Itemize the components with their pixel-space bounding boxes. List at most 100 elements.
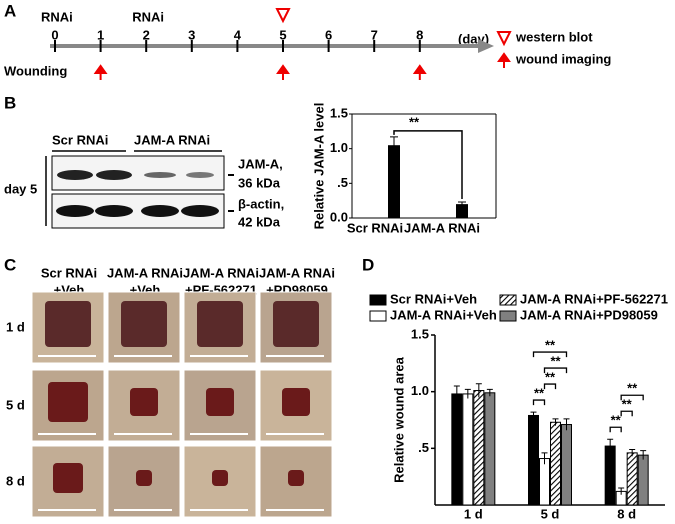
y-axis-label: Relative wound area bbox=[391, 356, 406, 482]
y-tick-label: .5 bbox=[418, 440, 429, 455]
error-bar bbox=[530, 411, 537, 419]
legend-triangle bbox=[496, 31, 512, 47]
significance-bracket bbox=[609, 426, 622, 433]
bar bbox=[604, 445, 616, 506]
x-tick-label: 1 d bbox=[464, 506, 483, 521]
day-label: 5 bbox=[279, 27, 286, 42]
error-bar bbox=[640, 450, 647, 460]
band bbox=[57, 170, 93, 180]
error-bar bbox=[453, 385, 460, 402]
band bbox=[144, 172, 176, 178]
significance: ** bbox=[545, 370, 556, 385]
y-tick-label: .5 bbox=[337, 175, 348, 190]
legend-text: western blot bbox=[515, 29, 593, 44]
error-bar bbox=[475, 383, 482, 398]
day-label: 7 bbox=[371, 27, 378, 42]
wound bbox=[121, 301, 167, 347]
day-label: 4 bbox=[234, 27, 242, 42]
bar bbox=[550, 421, 561, 506]
row-label: 1 d bbox=[6, 319, 25, 334]
wound bbox=[136, 470, 152, 486]
y-tick-label: 1.0 bbox=[330, 140, 348, 155]
bar bbox=[388, 145, 400, 218]
band-label: 42 kDa bbox=[238, 214, 281, 229]
day-label: 3 bbox=[188, 27, 195, 42]
rnai-label: RNAi bbox=[132, 9, 164, 24]
day-label: 0 bbox=[51, 27, 58, 42]
wound bbox=[45, 301, 91, 347]
day-label: 2 bbox=[143, 27, 150, 42]
bar bbox=[528, 414, 539, 506]
significance-bracket bbox=[543, 367, 568, 374]
legend-label: JAM-A RNAi+PF-562271 bbox=[520, 291, 668, 306]
significance-bracket bbox=[393, 130, 463, 200]
wound bbox=[273, 301, 319, 347]
band bbox=[186, 172, 214, 178]
y-axis-label: Relative JAM-A level bbox=[311, 103, 326, 230]
bar bbox=[539, 458, 550, 506]
bar bbox=[456, 204, 468, 218]
significance-bracket bbox=[543, 383, 557, 390]
y-tick-label: 1.0 bbox=[411, 383, 429, 398]
legend-swatch bbox=[499, 310, 517, 322]
bar bbox=[484, 392, 496, 506]
panel-letter: B bbox=[4, 93, 16, 112]
x-tick-label: Scr RNAi bbox=[347, 220, 403, 235]
band bbox=[95, 205, 133, 217]
wound bbox=[282, 388, 310, 416]
error-bar bbox=[629, 448, 636, 457]
significance: ** bbox=[550, 354, 561, 369]
legend-swatch bbox=[369, 294, 387, 306]
photo bbox=[107, 445, 181, 518]
significance-bracket bbox=[532, 399, 546, 406]
band-label: JAM-A, bbox=[238, 156, 283, 171]
legend-label: JAM-A RNAi+PD98059 bbox=[520, 307, 658, 322]
western-blot-marker bbox=[275, 8, 291, 24]
significance: ** bbox=[409, 114, 420, 129]
day-label: 6 bbox=[325, 27, 332, 42]
x-tick-label: 5 d bbox=[541, 506, 560, 521]
legend-label: Scr RNAi+Veh bbox=[390, 291, 477, 306]
x-tick-label: JAM-A RNAi bbox=[404, 220, 480, 235]
day-label: 1 bbox=[97, 27, 104, 42]
legend-swatch bbox=[499, 294, 517, 306]
x-tick-label: 8 d bbox=[617, 506, 636, 521]
wound-imaging-marker bbox=[276, 64, 290, 80]
legend-swatch bbox=[369, 310, 387, 322]
band-label: 36 kDa bbox=[238, 175, 281, 190]
bar bbox=[451, 393, 463, 506]
error-bar bbox=[486, 388, 493, 397]
error-bar bbox=[607, 438, 614, 453]
legend-label: JAM-A RNAi+Veh bbox=[390, 307, 497, 322]
wounding-label: Wounding bbox=[4, 63, 67, 78]
error-bar bbox=[552, 418, 559, 426]
error-bar bbox=[541, 452, 548, 465]
wound bbox=[48, 382, 88, 422]
error-bar bbox=[390, 136, 398, 154]
column-header: JAM-A RNAi bbox=[183, 265, 259, 280]
significance: ** bbox=[545, 338, 556, 353]
wound bbox=[53, 463, 83, 493]
significance: ** bbox=[534, 386, 545, 401]
bar bbox=[473, 390, 485, 506]
band bbox=[56, 205, 94, 217]
error-bar bbox=[458, 201, 466, 207]
rnai-label: RNAi bbox=[41, 9, 73, 24]
significance-bracket bbox=[620, 394, 644, 401]
error-bar bbox=[618, 487, 625, 495]
significance: ** bbox=[611, 413, 622, 428]
row-label: 5 d bbox=[6, 397, 25, 412]
error-bar bbox=[464, 388, 471, 399]
bar bbox=[462, 393, 474, 506]
band bbox=[141, 205, 179, 217]
panel-letter: A bbox=[4, 1, 16, 20]
legend-arrow bbox=[497, 52, 511, 68]
panel-letter: D bbox=[362, 255, 374, 274]
band-label: β-actin, bbox=[238, 196, 284, 211]
significance: ** bbox=[627, 381, 638, 396]
wound bbox=[212, 470, 228, 486]
bar bbox=[561, 424, 572, 506]
y-tick-label: 0.0 bbox=[330, 209, 348, 224]
wound-imaging-marker bbox=[93, 64, 108, 80]
